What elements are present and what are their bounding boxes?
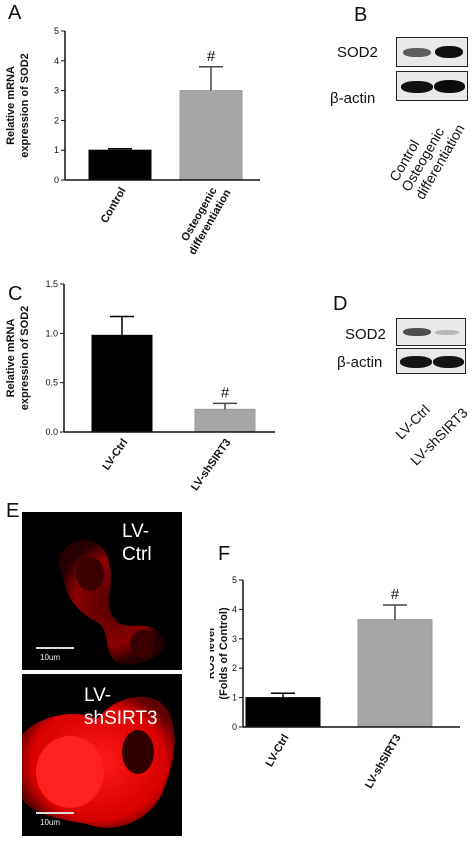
band: [403, 328, 431, 336]
y-tick-label: 5: [232, 575, 237, 585]
panel-letter-b: B: [354, 4, 368, 26]
blot-b-actin-strip: [396, 71, 468, 101]
blot-b-sod2-strip: [396, 37, 468, 67]
y-tick-label: 2: [54, 115, 59, 125]
bar: [88, 149, 152, 181]
category-label: Control: [99, 186, 129, 226]
y-axis-label: (Folds of Control): [218, 607, 230, 700]
y-tick-label: 0: [54, 175, 59, 185]
category-label: LV-Ctrl: [264, 733, 292, 770]
bar: [179, 90, 243, 181]
panel-letter-c: C: [8, 283, 23, 305]
scale-bar: [36, 812, 74, 814]
blot-b-row-label-sod2: SOD2: [337, 44, 378, 61]
cell-fluorescence-image: [58, 540, 164, 665]
cell-fluorescence-image: [22, 696, 175, 828]
y-axis-label: Relative mRNA: [5, 319, 17, 398]
scale-bar: [36, 647, 74, 649]
y-tick-label: 1: [232, 693, 237, 703]
micrograph-lv-ctrl: LV- Ctrl 10um: [22, 512, 182, 670]
y-tick-label: 1: [54, 145, 59, 155]
y-tick-label: 4: [232, 604, 237, 614]
chart-a-sod2-mrna: 0 1 2 3 4 5 Relative mRNA expression of SOD2 Con…: [5, 26, 260, 257]
blot-d-row-label-actin: β-actin: [337, 354, 383, 371]
band: [435, 330, 459, 335]
blot-d-sod2-strip: [396, 318, 466, 346]
y-axis-label: expression of SOD2: [19, 306, 31, 411]
band: [403, 48, 431, 57]
y-tick-label: 3: [54, 86, 59, 96]
category-label: LV-shSIRT3: [189, 437, 233, 493]
category-label: LV-Ctrl: [100, 437, 130, 473]
scale-bar-label: 10um: [40, 653, 61, 662]
blot-d-actin-strip: [396, 348, 466, 374]
significance-marker: #: [207, 48, 216, 65]
y-tick-label: 0.5: [45, 378, 58, 388]
y-tick-label: 0.0: [45, 427, 58, 437]
bar: [91, 334, 153, 433]
significance-marker: #: [391, 586, 400, 603]
blot-b-row-label-actin: β-actin: [330, 90, 376, 107]
panel-letter-d: D: [333, 293, 348, 315]
y-axis-label: expression of SOD2: [19, 53, 31, 158]
panel-letter-a: A: [8, 2, 22, 24]
y-tick-label: 3: [232, 634, 237, 644]
band: [433, 356, 464, 368]
micrograph-label-ctrl: LV- Ctrl: [122, 521, 152, 565]
panel-letter-e: E: [6, 500, 20, 522]
y-tick-label: 2: [232, 663, 237, 673]
y-tick-label: 1.0: [45, 328, 58, 338]
bar: [357, 619, 433, 728]
band: [401, 81, 433, 93]
y-tick-label: 4: [54, 56, 59, 66]
y-tick-label: 0: [232, 722, 237, 732]
chart-f-ros-level: 0 1 2 3 4 5 ROS level (Folds of Control) LV-Ctrl…: [210, 575, 460, 791]
bar: [194, 408, 256, 433]
band: [434, 80, 465, 93]
band: [400, 356, 432, 368]
panel-letter-f: F: [218, 543, 231, 565]
blot-d-row-label-sod2: SOD2: [345, 326, 386, 343]
bar: [245, 697, 321, 728]
band: [435, 46, 463, 58]
y-axis-label: ROS level: [210, 628, 217, 679]
y-tick-label: 1.5: [45, 279, 58, 289]
scale-bar-label: 10um: [40, 818, 61, 827]
y-tick-label: 5: [54, 26, 59, 36]
y-axis-label: Relative mRNA: [5, 66, 17, 145]
chart-c-sod2-mrna: 0.0 0.5 1.0 1.5 Relative mRNA expression of S…: [5, 279, 275, 493]
significance-marker: #: [221, 384, 230, 401]
micrograph-lv-shsirt3: LV- shSIRT3 10um: [22, 674, 182, 836]
micrograph-label-shsirt3: LV- shSIRT3: [84, 685, 158, 729]
category-label: LV-shSIRT3: [363, 733, 404, 791]
